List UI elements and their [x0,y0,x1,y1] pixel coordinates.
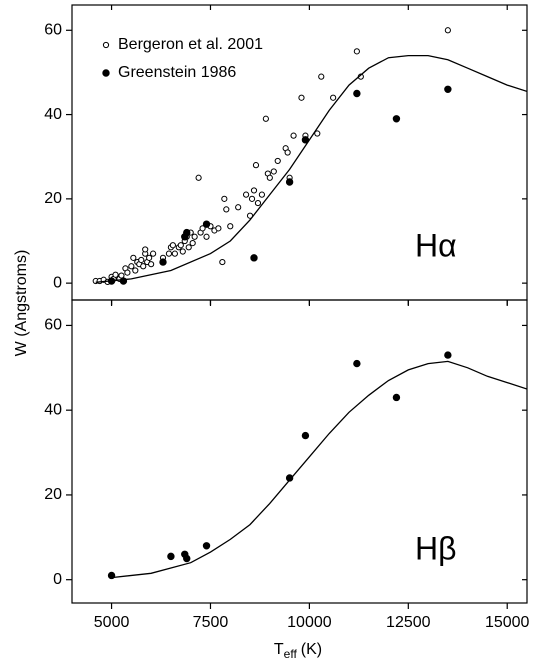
panel-label: Hα [415,227,457,263]
y-tick-label: 40 [44,106,62,123]
filled-point [353,89,361,98]
open-point [266,174,273,181]
open-point [124,269,131,276]
open-point [177,242,184,249]
open-point [262,115,269,122]
open-point [250,187,258,194]
open-point [314,130,321,137]
x-tick-label: 5000 [94,614,130,631]
open-point [132,267,139,274]
y-axis-label: W (Angstroms) [13,250,30,357]
legend-label: Bergeron et al. 2001 [118,36,263,53]
open-point [219,258,226,266]
panel-label: Hβ [415,530,457,566]
model-curve [111,360,527,579]
x-label-main: T [274,641,284,658]
filled-point [183,554,191,563]
open-point [146,254,153,261]
legend-marker [102,69,110,77]
filled-point [353,359,361,368]
open-point [148,261,155,268]
open-point [258,191,266,198]
x-label-unit: (K) [301,641,322,658]
open-point [128,263,135,270]
open-point [242,191,250,198]
open-point [248,195,256,202]
y-tick-label: 0 [53,274,62,291]
open-point [191,233,198,240]
y-tick-label: 60 [44,317,62,334]
plot-area [92,27,527,285]
open-point [138,256,145,264]
x-label-sub: eff [284,647,298,661]
filled-point [444,351,452,359]
plot-area [107,351,527,580]
filled-point [392,115,401,123]
filled-point [183,228,191,237]
filled-point [159,258,167,266]
open-point [274,157,281,165]
open-point [221,195,228,202]
open-point [195,174,202,181]
filled-point [250,254,258,262]
open-point [227,223,234,230]
open-point [142,246,149,253]
open-point [252,162,260,169]
x-tick-label: 12500 [386,614,431,631]
open-point [130,254,137,261]
open-point [140,263,147,270]
x-tick-label: 15000 [485,614,530,631]
open-point [150,250,157,257]
filled-point [392,393,401,402]
legend-label: Greenstein 1986 [118,64,236,81]
open-point [185,244,192,251]
open-point [444,27,451,34]
open-point [298,94,305,101]
open-point [223,206,230,213]
filled-point [301,136,310,144]
filled-point [285,178,294,186]
y-tick-label: 40 [44,401,62,418]
x-tick-label: 10000 [287,614,332,631]
y-tick-label: 20 [44,190,62,207]
filled-point [444,85,452,93]
open-point [199,225,206,232]
open-point [179,248,186,255]
filled-point [202,220,211,228]
open-point [203,233,210,240]
filled-point [202,542,211,550]
y-tick-label: 20 [44,486,62,503]
open-point [284,149,291,156]
x-axis-label: Teff (K) [274,641,322,661]
filled-point [167,552,175,561]
open-point [353,48,360,55]
y-tick-label: 60 [44,22,62,39]
open-point [171,250,178,257]
open-point [270,168,277,175]
open-point [235,204,242,211]
open-point [165,250,173,257]
y-tick-label: 0 [53,571,62,588]
open-point [290,132,297,139]
open-point [112,271,119,278]
open-point [254,199,262,207]
filled-point [285,474,294,482]
x-tick-label: 7500 [193,614,229,631]
model-curve [95,54,527,283]
plot-frame [71,299,528,604]
filled-point [301,431,310,440]
open-point [169,242,176,249]
open-point [318,73,325,80]
open-point [330,94,337,101]
open-point [189,240,196,247]
open-point [215,225,222,232]
legend-marker [102,41,110,49]
